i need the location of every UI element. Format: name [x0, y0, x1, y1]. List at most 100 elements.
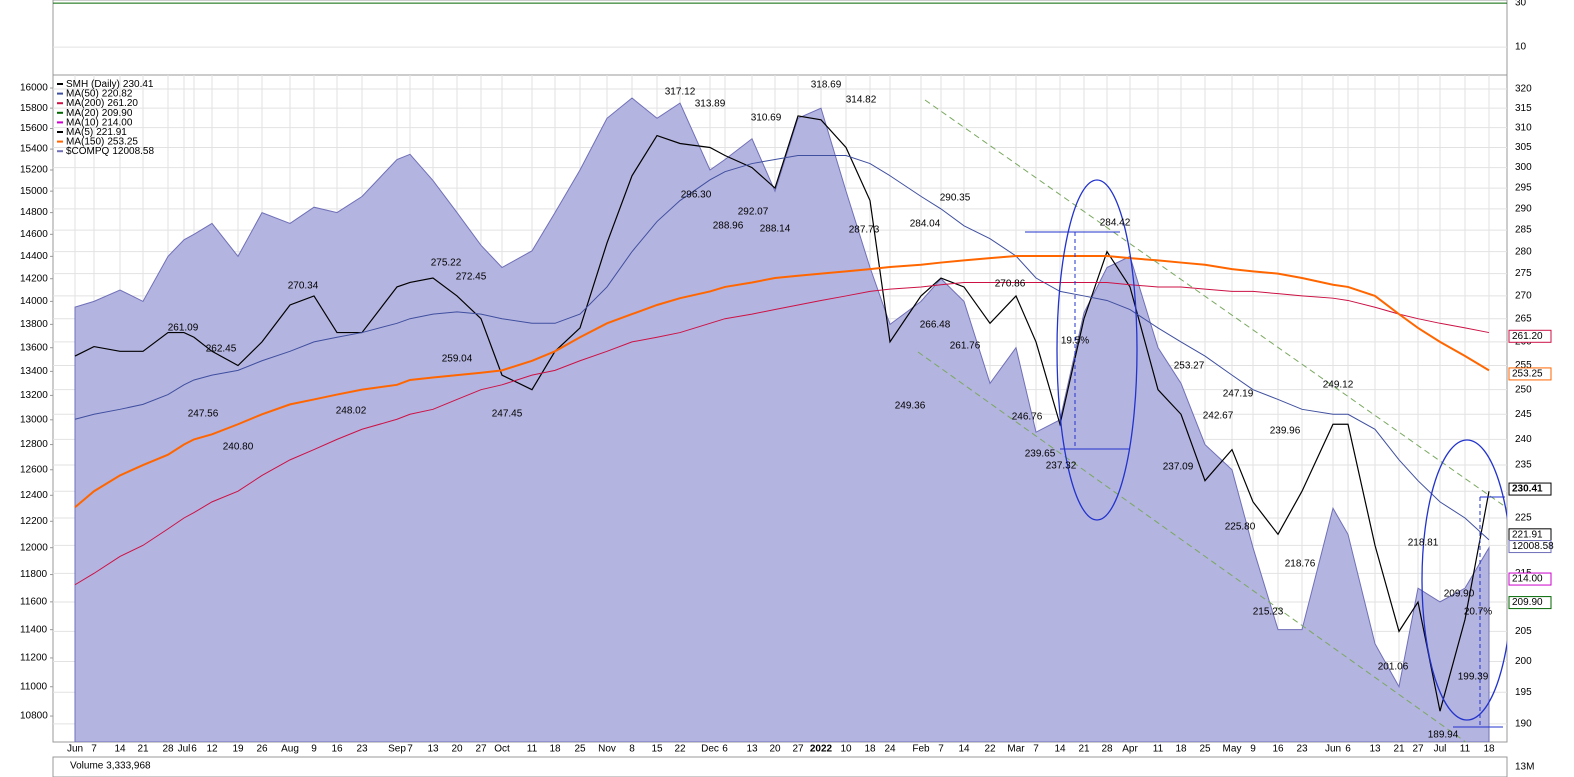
- legend-swatch: [57, 121, 63, 124]
- x-tick-label: 19: [232, 744, 244, 755]
- x-tick-label: 21: [1078, 744, 1090, 755]
- x-tick-label: 13: [1369, 744, 1381, 755]
- price-annotation: 246.76: [1012, 412, 1043, 423]
- y2-tick-label: 12600: [20, 464, 48, 475]
- x-tick-label: 18: [549, 744, 561, 755]
- x-tick-label: 27: [792, 744, 804, 755]
- y2-tick-label: 15200: [20, 165, 48, 176]
- value-box-label: 209.90: [1512, 597, 1543, 608]
- x-tick-label: Dec: [701, 744, 719, 755]
- x-tick-label: 18: [1175, 744, 1187, 755]
- price-annotation: 218.81: [1408, 538, 1439, 549]
- x-tick-label: Apr: [1122, 744, 1138, 755]
- legend-swatch: [57, 140, 63, 143]
- price-annotation: 317.12: [665, 87, 696, 98]
- y-tick-label: 235: [1515, 460, 1532, 471]
- y-tick-label: 270: [1515, 291, 1532, 302]
- price-annotation: 284.42: [1100, 218, 1131, 229]
- volume-panel: [52, 756, 1508, 777]
- price-annotation: 215.23: [1253, 607, 1284, 618]
- volume-label: Volume 3,333,968: [70, 761, 151, 772]
- y2-tick-label: 12200: [20, 516, 48, 527]
- price-annotation: 239.65: [1025, 449, 1056, 460]
- legend-swatch: [57, 102, 63, 105]
- price-annotation: 288.96: [713, 221, 744, 232]
- y-tick-label: 225: [1515, 513, 1532, 524]
- x-tick-label: Oct: [494, 744, 510, 755]
- legend-swatch: [57, 111, 63, 114]
- x-tick-label: 18: [1483, 744, 1495, 755]
- y2-tick-label: 15400: [20, 144, 48, 155]
- x-tick-label: 22: [984, 744, 996, 755]
- price-annotation: 318.69: [811, 80, 842, 91]
- price-annotation: 310.69: [751, 113, 782, 124]
- x-tick-label: 7: [91, 744, 97, 755]
- y2-tick-label: 13800: [20, 319, 48, 330]
- legend-entry: MA(150) 253.25: [66, 136, 138, 147]
- price-annotation: 292.07: [738, 207, 769, 218]
- x-tick-label: 10: [840, 744, 852, 755]
- legend-value: 261.20: [107, 98, 138, 109]
- y-tick-label: 255: [1515, 360, 1532, 371]
- y2-tick-label: 12000: [20, 542, 48, 553]
- x-tick-label: 6: [1345, 744, 1351, 755]
- x-tick-label: 23: [1296, 744, 1308, 755]
- y2-tick-label: 12400: [20, 490, 48, 501]
- price-annotation: 261.76: [950, 341, 981, 352]
- y2-tick-label: 15000: [20, 186, 48, 197]
- price-annotation: 199.39: [1458, 672, 1489, 683]
- y2-tick-label: 13000: [20, 414, 48, 425]
- x-tick-label: 11: [1460, 744, 1471, 755]
- legend-value: 214.00: [102, 117, 133, 128]
- y-tick-label: 265: [1515, 313, 1532, 324]
- legend-value: 221.91: [96, 127, 127, 138]
- channel-line: [924, 99, 1507, 509]
- x-tick-label: 7: [1033, 744, 1039, 755]
- price-annotation: 201.06: [1378, 662, 1409, 673]
- x-tick-label: 27: [1412, 744, 1424, 755]
- x-tick-label: 20: [451, 744, 463, 755]
- y2-tick-label: 13400: [20, 366, 48, 377]
- price-annotation: 209.90: [1444, 589, 1475, 600]
- value-box: [1508, 572, 1552, 586]
- channel-line: [917, 351, 1467, 742]
- x-tick-label: 27: [475, 744, 487, 755]
- y2-tick-label: 15600: [20, 123, 48, 134]
- price-annotation: 261.09: [168, 323, 199, 334]
- price-annotation: 275.22: [431, 258, 462, 269]
- x-tick-label: 9: [311, 744, 317, 755]
- legend-name: SMH (Daily): [66, 79, 120, 90]
- y2-tick-label: 11600: [20, 597, 48, 608]
- price-annotation: 247.56: [188, 409, 219, 420]
- x-tick-label: 9: [1250, 744, 1256, 755]
- price-annotation: 242.67: [1203, 411, 1234, 422]
- volume-tick-label: 13M: [1515, 762, 1534, 773]
- price-annotation: 189.94: [1428, 730, 1459, 741]
- y-tick-label: 320: [1515, 84, 1532, 95]
- price-annotation: 240.80: [223, 442, 254, 453]
- y2-tick-label: 14200: [20, 273, 48, 284]
- y-tick-label: 310: [1515, 122, 1532, 133]
- y2-tick-label: 11000: [20, 681, 48, 692]
- y2-tick-label: 14800: [20, 207, 48, 218]
- line: [74, 154, 1490, 541]
- y-tick-label: 195: [1515, 687, 1532, 698]
- line: [74, 281, 1490, 586]
- y-tick-label: 295: [1515, 183, 1532, 194]
- x-tick-label: 23: [356, 744, 368, 755]
- legend-name: MA(200): [66, 98, 104, 109]
- price-annotation: 249.36: [895, 401, 926, 412]
- legend-entry: MA(10) 214.00: [66, 117, 133, 128]
- price-annotation: 237.32: [1046, 461, 1077, 472]
- value-box-label: 261.20: [1512, 331, 1543, 342]
- legend-entry: SMH (Daily) 230.41: [66, 79, 154, 90]
- x-tick-label: 28: [162, 744, 174, 755]
- legend-entry: MA(50) 220.82: [66, 88, 133, 99]
- y-tick-label: 205: [1515, 626, 1532, 637]
- price-annotation: 288.14: [760, 224, 791, 235]
- x-tick-label: 28: [1101, 744, 1113, 755]
- value-box: [1508, 596, 1552, 610]
- x-tick-label: May: [1223, 744, 1242, 755]
- price-annotation: 247.19: [1223, 389, 1254, 400]
